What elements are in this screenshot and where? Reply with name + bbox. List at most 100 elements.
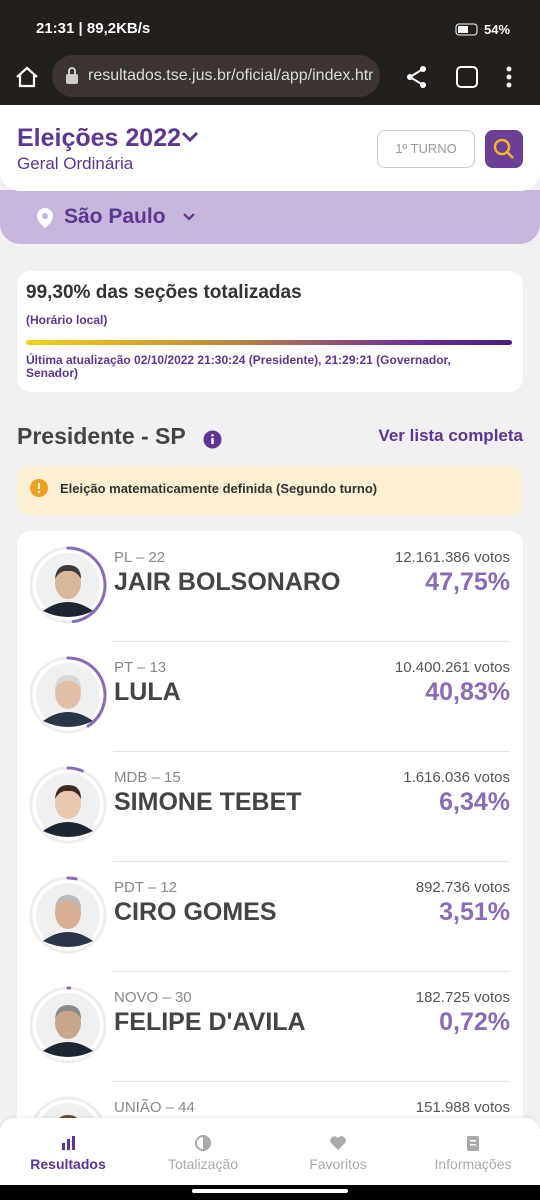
icon-shape [62, 1143, 65, 1150]
alert-box [17, 466, 523, 516]
photo-hair [55, 565, 81, 579]
icon-shape [203, 1136, 210, 1150]
candidate-avatar [29, 876, 107, 954]
chevron [181, 131, 199, 143]
divider [113, 971, 510, 972]
candidate-avatar [29, 546, 107, 624]
nav-label[interactable]: Informações [434, 1156, 512, 1172]
icon-shape [330, 1136, 346, 1150]
votes: 151.988 votos [415, 1099, 510, 1116]
url: resultados.tse.jus.br/oficial/app/index.… [88, 67, 373, 84]
candidate-avatar [29, 766, 107, 844]
progress-card [17, 271, 523, 392]
icon-shape [67, 1139, 70, 1150]
percent: 0,72% [439, 1008, 510, 1036]
percent: 47,75% [425, 568, 510, 596]
percent-ring [66, 766, 84, 773]
photo-face [55, 1007, 81, 1039]
battery: 54% [484, 22, 511, 37]
percent: 3,51% [439, 898, 510, 926]
photo-body [43, 1042, 93, 1057]
icon-shape [470, 1140, 476, 1142]
nav-label[interactable]: Favoritos [309, 1156, 367, 1172]
progress-updated: Última atualização 02/10/2022 21:30:24 (… [26, 353, 451, 380]
pin-icon [37, 208, 53, 228]
percent: 40,83% [425, 678, 510, 706]
photo-hair [55, 1005, 81, 1019]
info-icon[interactable] [203, 430, 222, 449]
percent-ring [66, 876, 78, 881]
candidate-row[interactable]: PDT – 12 892.736 votos CIRO GOMES 3,51% [17, 861, 523, 971]
divider [113, 641, 510, 642]
progress-title: 99,30% das seções totalizadas [26, 282, 302, 303]
photo-face [55, 897, 81, 929]
party: MDB – 15 [114, 769, 181, 786]
nav-label[interactable]: Resultados [30, 1156, 106, 1172]
votes: 1.616.036 votos [403, 769, 510, 786]
divider [113, 751, 510, 752]
candidate-row[interactable]: MDB – 15 1.616.036 votos SIMONE TEBET 6,34% [17, 751, 523, 861]
candidate-name: FELIPE D'AVILA [114, 1008, 306, 1036]
nav-icon[interactable] [329, 1134, 347, 1152]
section-title: Presidente - SP [17, 423, 186, 449]
lock-icon [66, 67, 78, 84]
gesture-handle [192, 1189, 348, 1193]
progress-note: (Horário local) [26, 313, 108, 327]
photo-hair [55, 895, 81, 909]
votes: 12.161.386 votos [394, 549, 510, 566]
progress-bar [26, 340, 512, 345]
search-button[interactable] [485, 130, 523, 168]
percent-ring [66, 656, 107, 728]
menu-button[interactable] [504, 64, 514, 90]
candidate-row[interactable]: PT – 13 10.400.261 votos LULA 40,83% [17, 641, 523, 751]
photo-body [43, 822, 93, 837]
nav-icon[interactable] [59, 1134, 77, 1152]
header [0, 105, 540, 191]
battery-icon [455, 23, 478, 36]
votes: 182.725 votos [415, 989, 510, 1006]
gesture-bar [0, 1185, 540, 1200]
photo-face [55, 787, 81, 819]
photo-hair [55, 675, 81, 689]
candidate-avatar [29, 986, 107, 1064]
votes: 892.736 votos [415, 879, 510, 896]
icon-shape [470, 1144, 476, 1146]
url-bar[interactable] [52, 55, 380, 97]
divider [113, 861, 510, 862]
icon-shape [467, 1136, 479, 1151]
party: PDT – 12 [114, 879, 178, 896]
candidate-row[interactable]: PL – 22 12.161.386 votos JAIR BOLSONARO 47,… [17, 531, 523, 641]
photo-face [55, 567, 81, 599]
photo-body [43, 932, 93, 947]
search-icon [493, 138, 514, 159]
status-time: 21:31 | 89,2KB/s [36, 20, 151, 37]
alert-text: Eleição matematicamente definida (Segund… [60, 481, 378, 496]
chevron [183, 213, 195, 221]
candidate-list: PL – 22 12.161.386 votos JAIR BOLSONARO 47,… [17, 531, 523, 1200]
icon-shape [72, 1136, 75, 1150]
photo-face [55, 677, 81, 709]
candidate-row[interactable]: NOVO – 30 182.725 votos FELIPE D'AVILA 0,72… [17, 971, 523, 1081]
round-button[interactable]: 1º TURNO [377, 130, 475, 168]
photo-body [43, 602, 93, 617]
nav-label[interactable]: Totalização [167, 1156, 239, 1172]
nav-icon[interactable] [194, 1134, 212, 1152]
party: PT – 13 [114, 659, 167, 676]
candidate-avatar [29, 656, 107, 734]
nav-icon[interactable] [464, 1134, 482, 1152]
votes: 10.400.261 votos [394, 659, 510, 676]
percent-ring [66, 546, 107, 624]
tabs-button[interactable] [455, 65, 479, 89]
photo-hair [55, 785, 81, 799]
bottom-nav: Resultados Totalização Favoritos Informaçõe… [0, 1118, 540, 1185]
home-button[interactable] [14, 64, 40, 90]
share-button[interactable] [404, 64, 430, 90]
party: PL – 22 [114, 549, 166, 566]
location[interactable]: São Paulo [64, 205, 166, 228]
view-list-link[interactable]: Ver lista completa [378, 426, 523, 445]
header-subtitle: Geral Ordinária [17, 154, 134, 173]
candidate-name: CIRO GOMES [114, 898, 277, 926]
location-band [0, 190, 540, 244]
header-title[interactable]: Eleições 2022 [17, 124, 182, 152]
